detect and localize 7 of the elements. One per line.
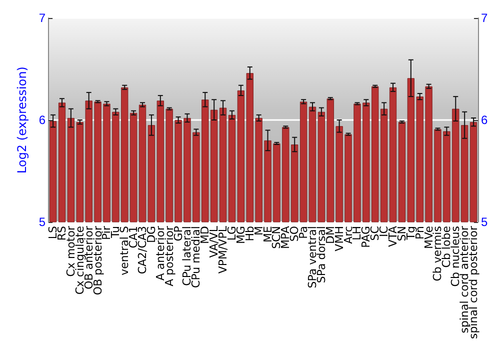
y-tick-label: 6 xyxy=(38,113,46,128)
y2-tick-label: 5 xyxy=(481,215,488,230)
y2-tick-label: 6 xyxy=(481,113,488,128)
y-tick-label: 7 xyxy=(38,11,46,25)
y-tick-label: 5 xyxy=(38,215,46,230)
y2-tick-label: 7 xyxy=(481,11,488,25)
y-axis-title: Log2 (expression) xyxy=(15,66,29,174)
